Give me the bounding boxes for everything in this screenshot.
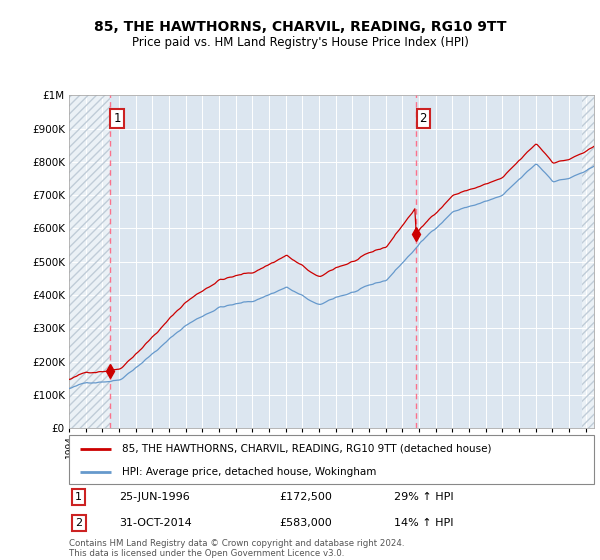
- FancyBboxPatch shape: [69, 435, 594, 484]
- Text: Price paid vs. HM Land Registry's House Price Index (HPI): Price paid vs. HM Land Registry's House …: [131, 36, 469, 49]
- Text: 1: 1: [113, 112, 121, 125]
- Text: 31-OCT-2014: 31-OCT-2014: [119, 518, 191, 528]
- Text: 2: 2: [419, 112, 427, 125]
- Text: 1: 1: [76, 492, 82, 502]
- Text: £583,000: £583,000: [279, 518, 332, 528]
- Text: 2: 2: [76, 518, 82, 528]
- Text: HPI: Average price, detached house, Wokingham: HPI: Average price, detached house, Woki…: [121, 467, 376, 477]
- Text: 29% ↑ HPI: 29% ↑ HPI: [395, 492, 454, 502]
- Text: 85, THE HAWTHORNS, CHARVIL, READING, RG10 9TT: 85, THE HAWTHORNS, CHARVIL, READING, RG1…: [94, 20, 506, 34]
- Text: 14% ↑ HPI: 14% ↑ HPI: [395, 518, 454, 528]
- Text: £172,500: £172,500: [279, 492, 332, 502]
- Text: 25-JUN-1996: 25-JUN-1996: [119, 492, 190, 502]
- Text: Contains HM Land Registry data © Crown copyright and database right 2024.
This d: Contains HM Land Registry data © Crown c…: [69, 539, 404, 558]
- Text: 85, THE HAWTHORNS, CHARVIL, READING, RG10 9TT (detached house): 85, THE HAWTHORNS, CHARVIL, READING, RG1…: [121, 444, 491, 454]
